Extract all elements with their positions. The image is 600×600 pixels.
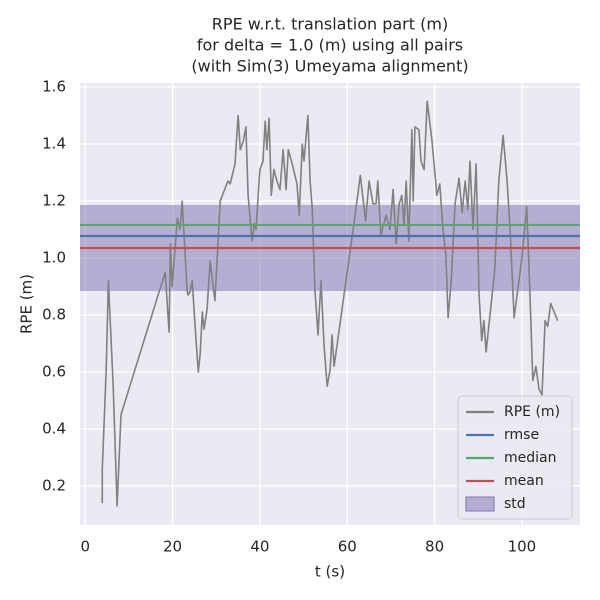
x-tick-label: 80 — [425, 538, 444, 556]
y-tick-label: 0.4 — [42, 419, 66, 437]
legend-swatch — [465, 496, 495, 512]
legend-label: std — [504, 496, 526, 512]
y-tick-label: 1.6 — [42, 77, 66, 95]
x-tick-label: 60 — [338, 538, 357, 556]
x-axis-label: t (s) — [315, 563, 345, 581]
x-tick-label: 100 — [508, 538, 537, 556]
x-tick-label: 20 — [163, 538, 182, 556]
y-tick-label: 1.2 — [42, 191, 66, 209]
y-tick-label: 1.0 — [42, 248, 66, 266]
legend-label: RPE (m) — [504, 404, 560, 420]
x-tick-label: 0 — [80, 538, 90, 556]
y-axis-label: RPE (m) — [18, 274, 36, 334]
chart-title: RPE w.r.t. translation part (m) — [212, 15, 448, 34]
legend-label: mean — [504, 473, 544, 489]
legend-box — [457, 395, 573, 520]
chart-title: (with Sim(3) Umeyama alignment) — [191, 57, 468, 76]
y-tick-label: 0.6 — [42, 362, 66, 380]
y-tick-label: 0.2 — [42, 476, 66, 494]
y-tick-label: 1.4 — [42, 134, 66, 152]
series-line — [101, 100, 559, 507]
x-tick-label: 40 — [250, 538, 269, 556]
chart-title: for delta = 1.0 (m) using all pairs — [197, 36, 463, 55]
legend-label: median — [504, 450, 556, 466]
y-tick-label: 0.8 — [42, 305, 66, 323]
legend-label: rmse — [504, 427, 539, 443]
